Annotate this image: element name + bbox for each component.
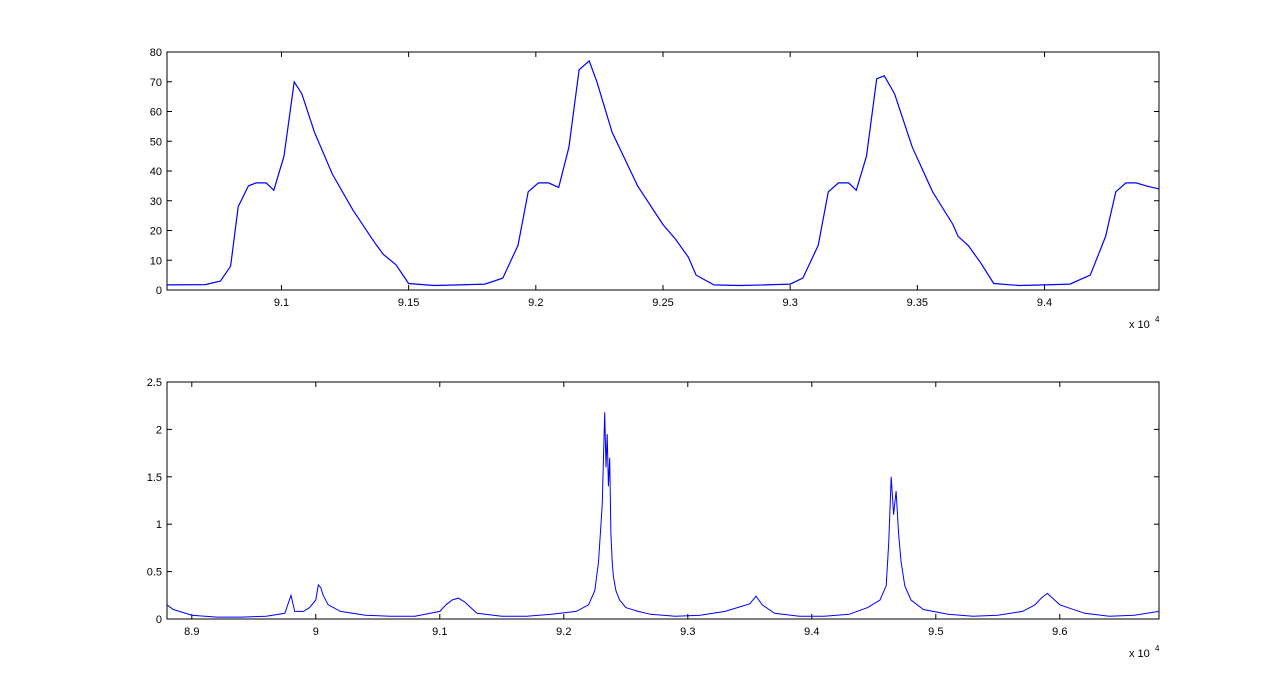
top-y-tick-label: 60 — [150, 107, 162, 119]
bottom-y-tick-label: 0 — [156, 614, 162, 626]
top-y-tick-label: 50 — [150, 136, 162, 148]
bottom-x-tick-label: 9.2 — [556, 626, 571, 638]
bottom-x-tick-label: 9.1 — [432, 626, 447, 638]
bottom-ticks: 8.9 9 9.1 9.2 9.3 9.4 9.5 9.6 0 0.5 1 1.5 2 2.5 — [147, 377, 1159, 638]
bottom-chart: 8.9 9 9.1 9.2 9.3 9.4 9.5 9.600.511.522.5 x 10 … — [147, 377, 1160, 660]
top-y-tick-label: 40 — [150, 166, 162, 178]
bottom-series-line — [166, 412, 1160, 618]
top-x-tick-label: 9.4 — [1037, 297, 1052, 309]
bottom-x-multiplier-exponent: 4 — [1155, 644, 1160, 653]
top-x-tick-label: 9.15 — [398, 297, 419, 309]
bottom-y-tick-label: 0.5 — [147, 567, 162, 579]
bottom-x-tick-label: 9.5 — [928, 626, 943, 638]
top-chart: 9.1 9.15 9.2 9.25 9.3 9.35 9.4 0 10 20 30 40 50 60 70 8… — [150, 47, 1160, 331]
top-x-tick-label: 9.1 — [274, 297, 289, 309]
top-x-tick-label: 9.35 — [907, 297, 928, 309]
top-y-tick-label: 0 — [156, 285, 162, 297]
top-x-tick-label: 9.2 — [528, 297, 543, 309]
top-x-multiplier-exponent: 4 — [1155, 315, 1160, 324]
bottom-y-tick-label: 1 — [156, 519, 162, 531]
bottom-x-tick-label: 8.9 — [184, 626, 199, 638]
bottom-x-tick-label: 9.3 — [680, 626, 695, 638]
bottom-plot-area — [166, 381, 1160, 620]
top-x-multiplier-label: x 10 — [1129, 319, 1150, 331]
bottom-x-multiplier-label: x 10 — [1129, 648, 1150, 660]
top-y-tick-label: 30 — [150, 196, 162, 208]
top-y-tick-label: 20 — [150, 226, 162, 238]
top-series-line — [166, 59, 1160, 287]
top-y-tick-label: 70 — [150, 77, 162, 89]
top-y-tick-label: 80 — [150, 47, 162, 59]
bottom-y-tick-label: 2 — [156, 424, 162, 436]
bottom-x-tick-label: 9 — [313, 626, 319, 638]
bottom-y-tick-label: 2.5 — [147, 377, 162, 389]
bottom-y-tick-label: 1.5 — [147, 472, 162, 484]
bottom-x-tick-label: 9.6 — [1052, 626, 1067, 638]
top-ticks: 9.1 9.15 9.2 9.25 9.3 9.35 9.4 0 10 20 30 40 50 60 70 8… — [150, 47, 1159, 309]
top-plot-area — [166, 51, 1160, 291]
top-y-tick-label: 10 — [150, 255, 162, 267]
bottom-x-tick-label: 9.4 — [804, 626, 819, 638]
top-x-tick-label: 9.25 — [652, 297, 673, 309]
top-x-tick-label: 9.3 — [783, 297, 798, 309]
